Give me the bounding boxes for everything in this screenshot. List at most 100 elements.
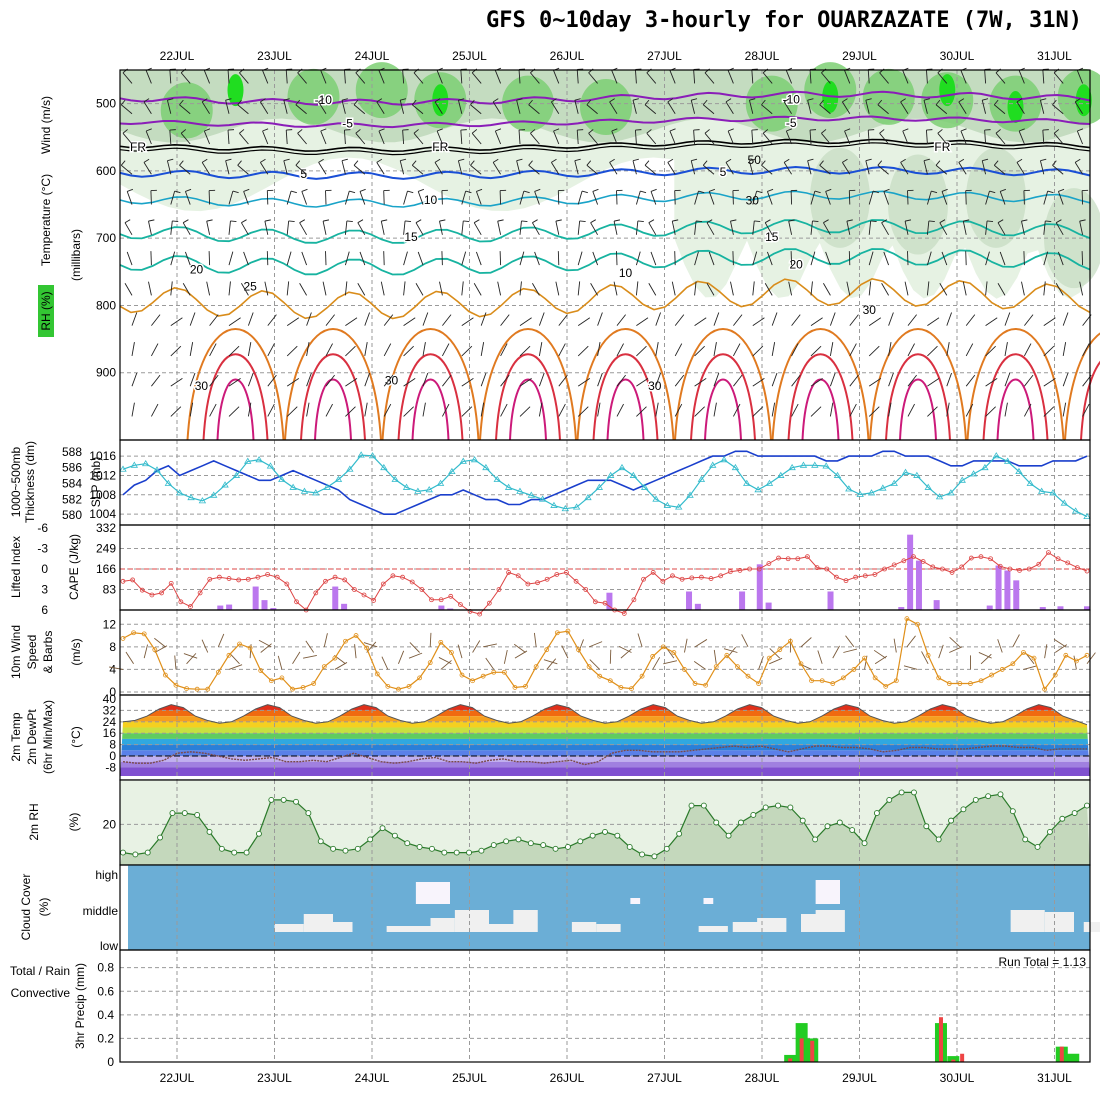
wind-barb [457,160,463,175]
thickness-marker [1060,499,1069,506]
isotherm-40-dome [411,378,450,441]
wind-barb [879,72,889,84]
lifted-marker [718,573,724,579]
wind-barb [243,191,249,205]
wind-barb-10m [277,655,283,670]
wind-barb [865,100,870,114]
wind-barb [881,283,889,296]
wind-barb-10m [292,651,301,665]
thickness-marker [153,466,161,473]
wind-barb-flag [357,219,364,224]
wind-barb-flag [611,128,618,132]
cape-bar [1004,570,1011,610]
temp-band [120,767,1090,776]
wind-barb [752,281,755,296]
lifted-tick: -3 [37,542,48,556]
wind-barb [239,132,249,145]
wind-speed-marker [215,669,221,675]
wind10m-axis-label-2: Speed [25,635,39,670]
wind-barb [555,281,560,296]
wind-barb [227,130,230,145]
lifted-tick: 3 [41,583,48,597]
wind-barb [597,342,601,356]
wind-barb [500,374,510,387]
lifted-marker [1084,568,1090,574]
rh-marker [206,828,213,835]
lifted-marker [506,570,512,575]
cape-tick: 166 [96,562,116,576]
wind-speed-marker [671,650,677,655]
wind-barb-flag [702,99,708,106]
wind-barb-flag [400,158,407,162]
wind-barb [985,220,988,235]
wind-barb [635,251,641,266]
wind-barb-flag [704,129,710,134]
wind-tick: 0 [109,685,116,699]
wind-barb [791,403,799,417]
rh-marker [898,789,905,796]
thickness-marker [527,491,535,498]
lifted-marker [255,574,261,580]
wind-barb [752,220,755,235]
thickness-marker [879,484,887,491]
wind-barb [228,406,240,417]
wind-barb-flag [470,99,475,106]
wind-barb [725,162,734,175]
wind-barb [1062,402,1067,417]
wind-barb [1043,377,1056,387]
wind-barb [609,162,618,175]
precip-total-label: Total / Rain [10,964,70,978]
wind-barb-10m [694,639,708,648]
lifted-marker [226,576,232,581]
rh-blob [966,147,1026,248]
lifted-marker [747,566,752,572]
thickness-marker [675,503,683,510]
wind-barb-flag [872,190,879,194]
thickness-tick: 582 [62,492,82,506]
wind-barb-10m [949,646,963,653]
wind-barb-flag [381,219,388,222]
date-label-top: 22JUL [160,49,195,63]
wind-barb [960,130,967,145]
wind-barb [209,343,217,357]
isotherm-minus5 [119,115,1091,129]
wind-barb [480,312,487,326]
wind-barb-flag [143,98,150,103]
rh-legend-swatch [38,285,54,337]
thickness-marker [380,463,388,471]
lifted-index-line [122,551,1088,615]
wind-barb-10m [546,658,557,670]
isotherm-30-dome [284,328,382,441]
precip-tick: 0.8 [97,961,114,975]
wind-barb [1024,374,1034,387]
wind-barb-flag [320,128,327,132]
rh-marker [478,847,485,854]
wind-barb-flag [706,219,713,224]
thickness-marker [924,483,932,490]
wind-barb [1042,130,1045,145]
wind-barb [286,220,290,235]
wind-barb-flag [669,128,676,132]
cloud-bg [128,865,1090,950]
thickness-marker [255,456,263,463]
thickness-marker [709,461,717,468]
wind-barb-flag [941,188,948,192]
rh-marker [836,819,843,826]
wind-speed-marker [1084,652,1090,658]
lifted-marker [853,574,859,580]
wind-barb-flag [376,98,383,103]
wind-barb [655,372,662,387]
wind-barb-flag [586,99,592,106]
cloud-middle [815,910,845,932]
lifted-marker [650,570,656,575]
wind-speed-marker [554,630,560,636]
wind-barb [592,191,599,205]
contour-label: 30 [195,379,209,393]
wind-barb [946,402,950,417]
wind-barb [981,100,987,114]
wind-barb [1016,162,1025,175]
wind-barb-flag [400,98,407,101]
wind-barb-flag [528,160,533,166]
wind-barb [611,70,618,84]
